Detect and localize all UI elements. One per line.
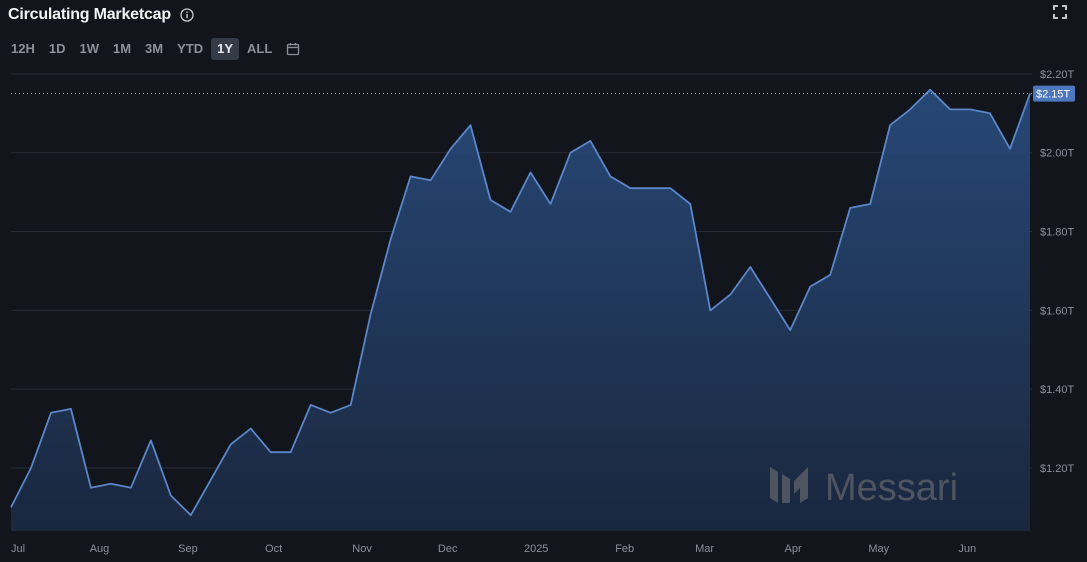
y-tick-label: $1.80T <box>1040 227 1075 239</box>
info-icon[interactable] <box>179 7 195 23</box>
current-value-badge-bg <box>1033 85 1075 102</box>
current-value-badge: $2.15T <box>1033 85 1075 102</box>
range-button-12h[interactable]: 12H <box>11 41 35 56</box>
x-tick-label: Nov <box>352 543 372 555</box>
chart-header: Circulating Marketcap <box>8 4 195 26</box>
range-button-1m[interactable]: 1M <box>112 41 132 56</box>
current-value-label: $2.15T <box>1036 89 1071 101</box>
y-axis: $1.20T $1.40T $1.60T $1.80T $2.00T $2.20T <box>1040 69 1075 475</box>
range-button-1y[interactable]: 1Y <box>211 38 240 60</box>
series-line <box>10 88 1031 517</box>
x-tick-label: Jul <box>11 543 25 555</box>
watermark-text: Messari <box>825 467 958 509</box>
messari-logo-icon <box>770 467 808 503</box>
series-area <box>11 89 1030 531</box>
y-tick-label: $1.20T <box>1040 463 1075 475</box>
fullscreen-icon[interactable] <box>1053 5 1067 19</box>
x-tick-label: Mar <box>695 543 714 555</box>
range-button-1w[interactable]: 1W <box>79 41 99 56</box>
y-tick-label: $1.40T <box>1040 384 1075 396</box>
range-button-3m[interactable]: 3M <box>145 41 164 56</box>
x-tick-label: Dec <box>438 543 458 555</box>
calendar-icon[interactable] <box>286 42 300 56</box>
x-tick-label: Jun <box>958 543 976 555</box>
range-button-1d[interactable]: 1D <box>48 41 66 56</box>
x-tick-label: 2025 <box>524 543 548 555</box>
y-tick-label: $1.60T <box>1040 305 1075 317</box>
y-tick-label: $2.20T <box>1040 69 1075 81</box>
x-tick-label: Oct <box>265 543 282 555</box>
range-button-ytd[interactable]: YTD <box>177 41 204 56</box>
x-axis: Jul Aug Sep Oct Nov Dec 2025 Feb Mar Apr May Jun <box>11 543 976 555</box>
x-tick-label: Sep <box>178 543 198 555</box>
x-tick-label: Apr <box>785 543 802 555</box>
range-button-all[interactable]: ALL <box>247 41 273 56</box>
x-tick-label: Feb <box>615 543 634 555</box>
messari-watermark: Messari <box>770 467 958 509</box>
x-tick-label: May <box>868 543 889 555</box>
y-tick-label: $2.00T <box>1040 148 1075 160</box>
time-range-selector: 12H 1D 1W 1M 3M YTD 1Y ALL <box>5 38 300 60</box>
x-tick-label: Aug <box>90 543 110 555</box>
chart-title: Circulating Marketcap <box>8 6 171 23</box>
